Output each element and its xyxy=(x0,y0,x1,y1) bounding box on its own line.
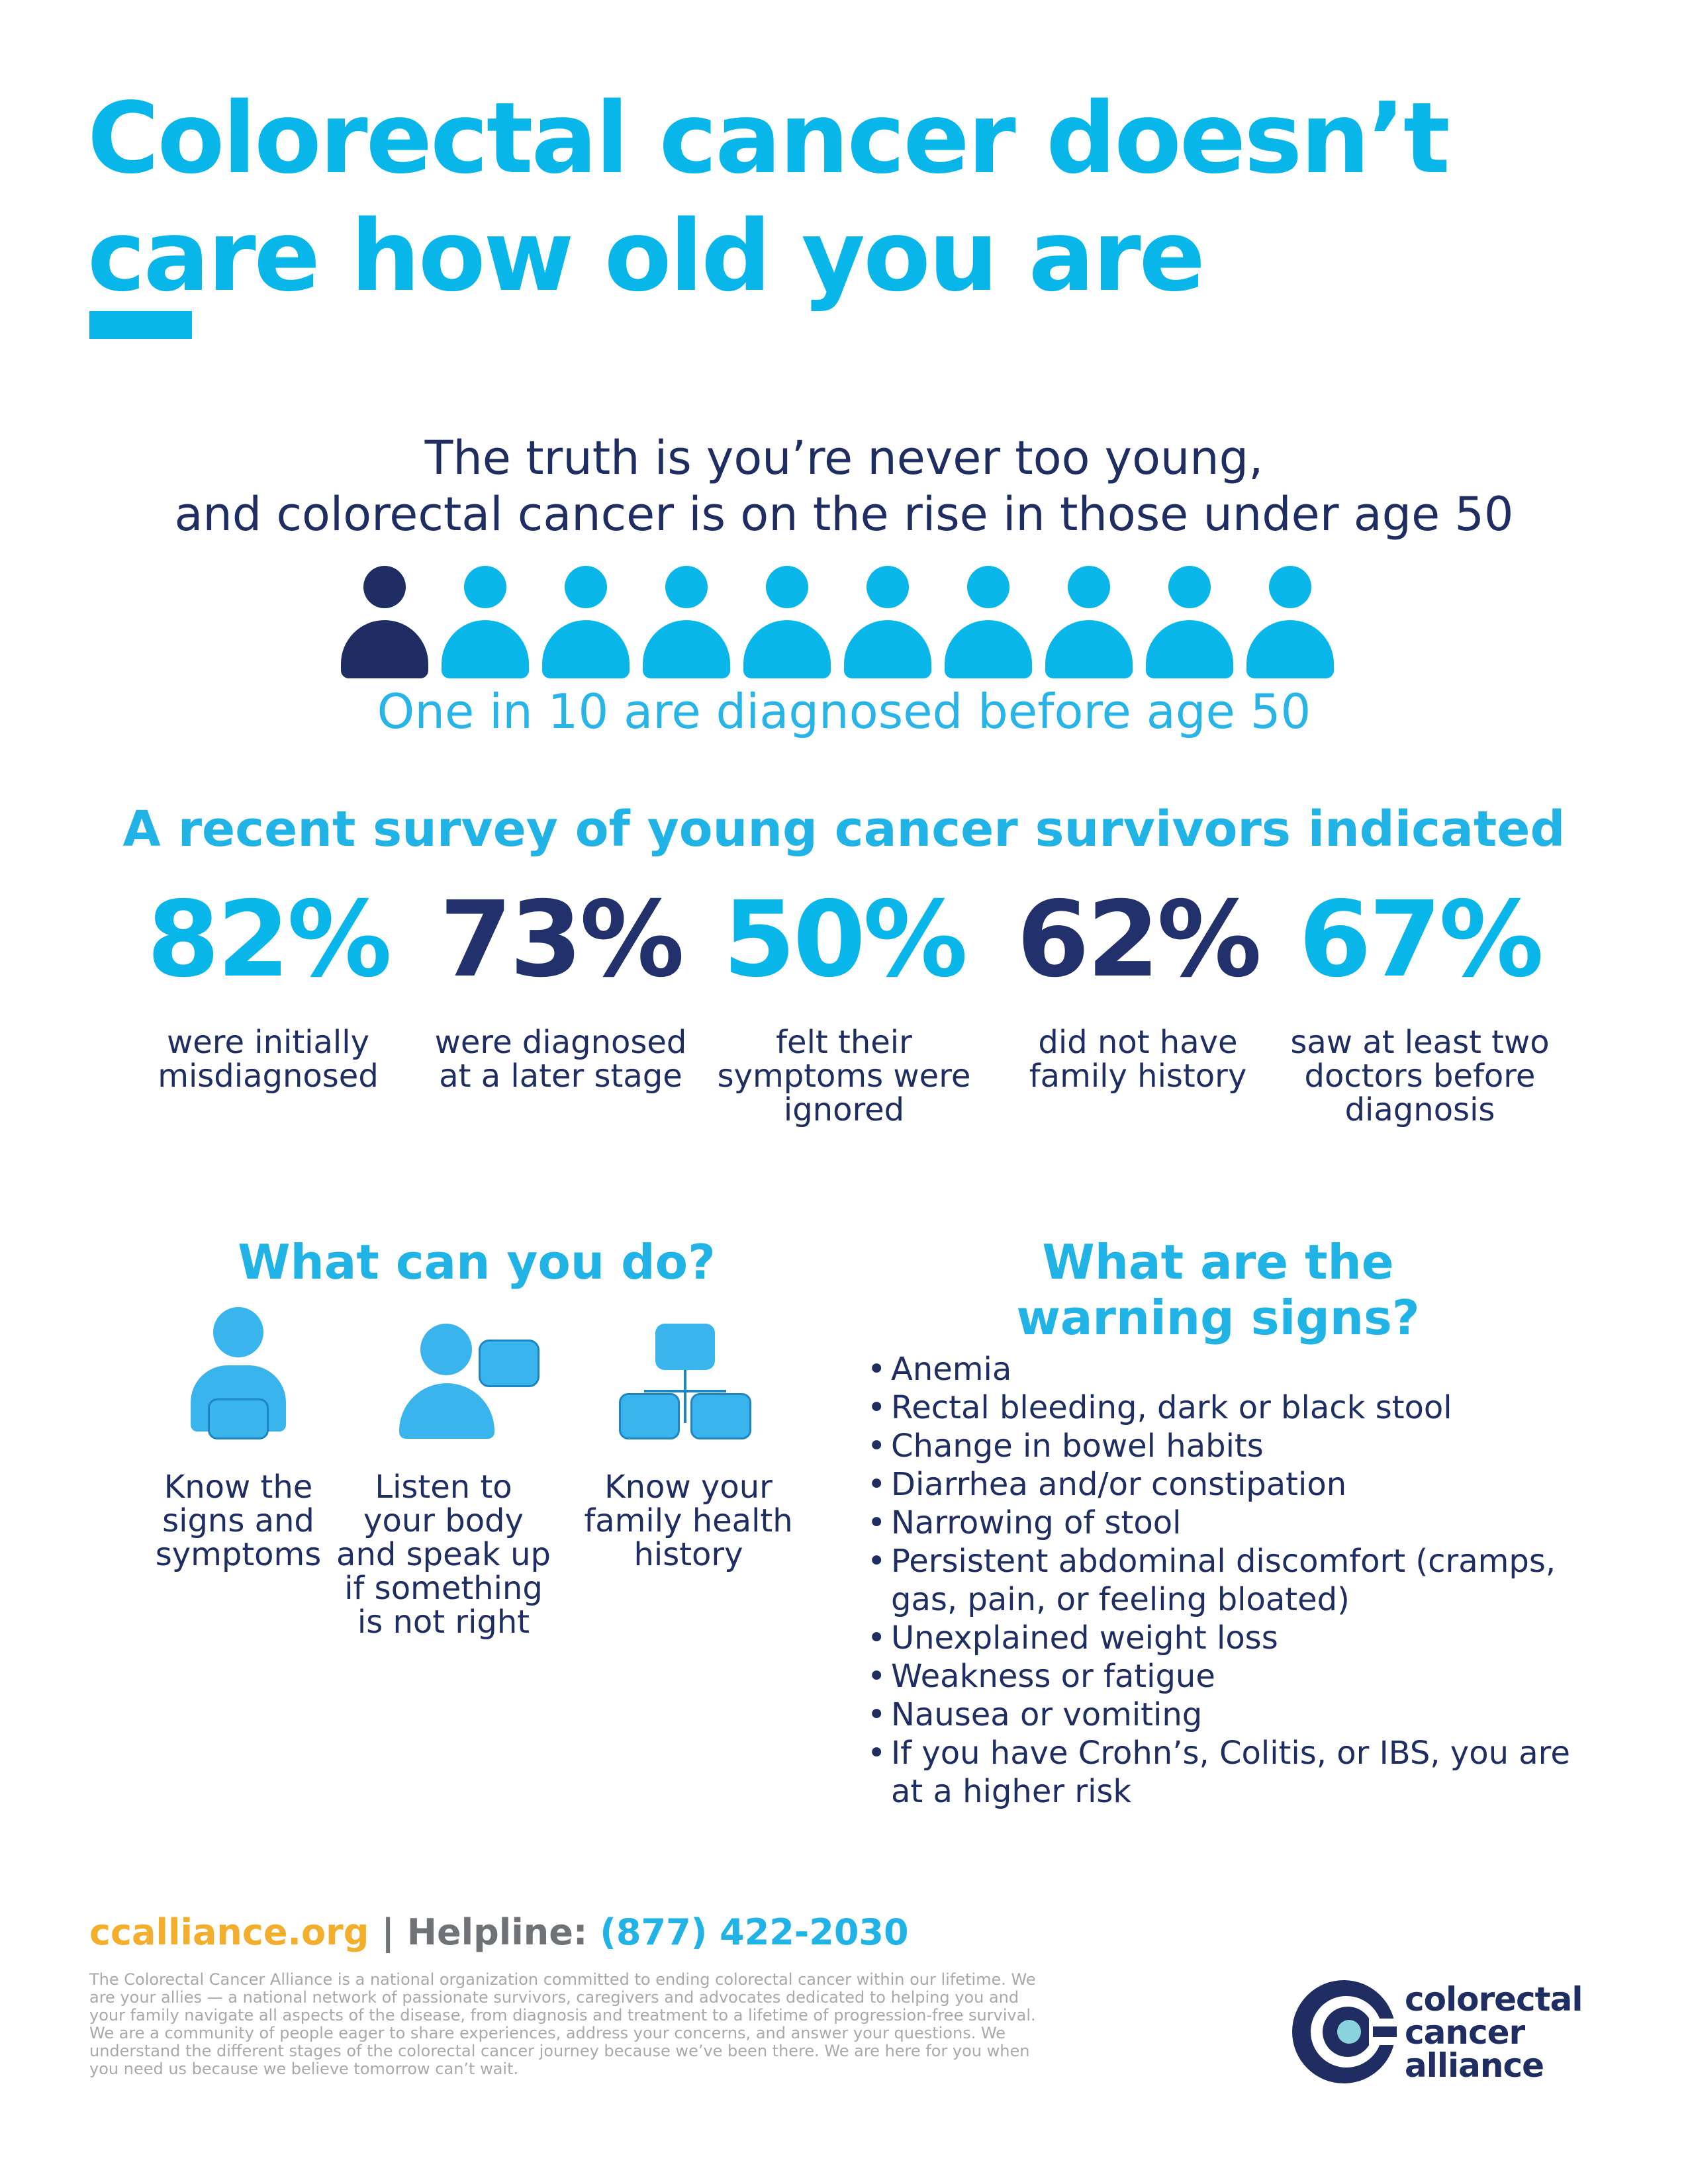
tip-listen-to-body: Listen to your body and speak up if some… xyxy=(336,1469,551,1641)
stat-percent: 62% xyxy=(1016,879,1262,1001)
warning-sign-item: Persistent abdominal discomfort (cramps,… xyxy=(866,1542,1607,1619)
what-can-you-do-heading: What can you do? xyxy=(238,1234,716,1290)
person-icon xyxy=(542,566,630,678)
warning-sign-item: Rectal bleeding, dark or black stool xyxy=(866,1388,1607,1427)
cca-logo-icon xyxy=(1292,1980,1397,2083)
stat-description: did not have family history xyxy=(1029,1024,1247,1095)
warning-heading-line-2: warning signs? xyxy=(1016,1290,1420,1345)
truth-statement: The truth is you’re never too young, and… xyxy=(0,430,1688,543)
warning-sign-item: Change in bowel habits xyxy=(866,1427,1607,1465)
stat-percent: 82% xyxy=(146,879,392,1001)
person-icon-highlighted xyxy=(341,566,428,678)
stat-description: felt their symptoms were ignored xyxy=(717,1024,971,1128)
warning-signs-heading: What are the warning signs? xyxy=(854,1234,1582,1345)
survey-heading: A recent survey of young cancer survivor… xyxy=(122,801,1566,858)
warning-signs-list: Anemia Rectal bleeding, dark or black st… xyxy=(866,1350,1607,1811)
warning-sign-item: If you have Crohn’s, Colitis, or IBS, yo… xyxy=(866,1734,1607,1811)
tip-family-history: Know your family health history xyxy=(584,1469,793,1573)
stat-percent: 67% xyxy=(1298,879,1544,1001)
stat-description: were diagnosed at a later stage xyxy=(434,1024,687,1095)
warning-heading-line-1: What are the xyxy=(1042,1234,1394,1290)
truth-line-2: and colorectal cancer is on the rise in … xyxy=(174,487,1514,541)
person-icon xyxy=(743,566,831,678)
warning-sign-item: Diarrhea and/or constipation xyxy=(866,1465,1607,1504)
truth-line-1: The truth is you’re never too young, xyxy=(424,431,1264,485)
stat-description: were initially misdiagnosed xyxy=(158,1024,379,1095)
warning-sign-item: Weakness or fatigue xyxy=(866,1657,1607,1696)
one-in-ten-caption: One in 10 are diagnosed before age 50 xyxy=(377,684,1311,739)
stat-73: 73% were diagnosed at a later stage xyxy=(405,880,716,1093)
cca-logo: colorectal cancer alliance xyxy=(1291,1966,1609,2098)
website-link[interactable]: ccalliance.org xyxy=(89,1911,369,1953)
stat-82: 82% were initially misdiagnosed xyxy=(113,880,424,1093)
stat-67: 67% saw at least two doctors before diag… xyxy=(1264,880,1575,1127)
title-accent-bar xyxy=(89,311,192,339)
logo-line-3: alliance xyxy=(1405,2046,1544,2085)
person-with-clipboard-icon xyxy=(179,1307,298,1439)
warning-sign-item: Unexplained weight loss xyxy=(866,1619,1607,1657)
stat-percent: 73% xyxy=(439,879,684,1001)
person-icon xyxy=(1246,566,1334,678)
helpline-number[interactable]: (877) 422-2030 xyxy=(600,1911,909,1953)
stat-percent: 50% xyxy=(722,879,968,1001)
person-icon xyxy=(1045,566,1133,678)
footer-separator: | xyxy=(381,1911,395,1953)
person-icon xyxy=(442,566,529,678)
page-title: Colorectal cancer doesn’t care how old y… xyxy=(87,79,1610,315)
title-line-1: Colorectal cancer doesn’t xyxy=(87,81,1450,195)
stat-62: 62% did not have family history xyxy=(982,880,1293,1093)
person-icon xyxy=(945,566,1032,678)
warning-sign-item: Anemia xyxy=(866,1350,1607,1388)
family-tree-icon xyxy=(619,1324,758,1443)
about-paragraph: The Colorectal Cancer Alliance is a nati… xyxy=(89,1970,1036,2078)
logo-wordmark: colorectal cancer alliance xyxy=(1405,1980,1583,2085)
title-line-2: care how old you are xyxy=(87,199,1205,313)
helpline-label: Helpline: xyxy=(406,1911,588,1953)
footer-contact: ccalliance.org | Helpline: (877) 422-203… xyxy=(89,1909,909,1956)
person-icon xyxy=(844,566,931,678)
person-speech-bubble-icon xyxy=(394,1317,553,1446)
warning-sign-item: Nausea or vomiting xyxy=(866,1696,1607,1734)
stat-50: 50% felt their symptoms were ignored xyxy=(688,880,1000,1127)
person-icon xyxy=(1146,566,1233,678)
people-row xyxy=(341,566,1347,682)
logo-line-1: colorectal xyxy=(1405,1980,1583,2019)
tip-know-signs: Know the signs and symptoms xyxy=(155,1469,322,1573)
person-icon xyxy=(643,566,730,678)
stat-description: saw at least two doctors before diagnosi… xyxy=(1290,1024,1550,1128)
warning-sign-item: Narrowing of stool xyxy=(866,1504,1607,1542)
logo-line-2: cancer xyxy=(1405,2013,1525,2052)
